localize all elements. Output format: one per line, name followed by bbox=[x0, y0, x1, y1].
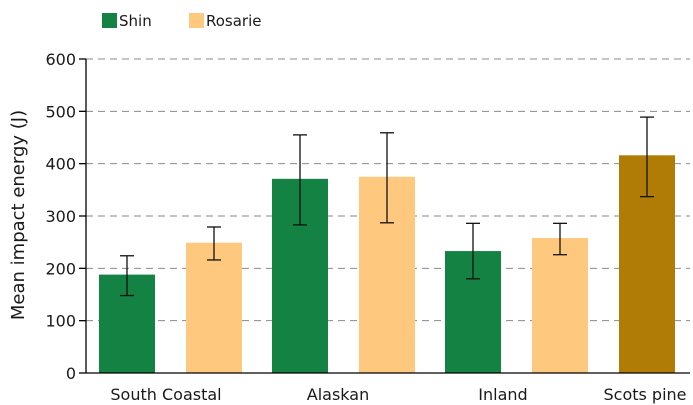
bar-rosarie bbox=[186, 242, 242, 373]
x-category-label: Inland bbox=[478, 385, 527, 404]
legend-swatch-rosarie bbox=[189, 13, 204, 28]
legend-label-rosarie: Rosarie bbox=[206, 12, 262, 30]
legend: Shin Rosarie bbox=[102, 12, 262, 30]
y-axis-title: Mean impact energy (J) bbox=[8, 110, 29, 320]
y-tick-label: 0 bbox=[66, 364, 76, 383]
bar-rosarie bbox=[532, 237, 588, 373]
legend-swatch-shin bbox=[102, 13, 117, 28]
x-category-labels: South Coastal Alaskan Inland Scots pine bbox=[110, 385, 686, 404]
x-category-label: Alaskan bbox=[307, 385, 369, 404]
error-bars bbox=[120, 116, 654, 297]
y-tick-label: 200 bbox=[45, 259, 76, 278]
y-tick-label: 300 bbox=[45, 207, 76, 226]
y-tick-labels: 0 100 200 300 400 500 600 bbox=[45, 50, 76, 383]
axes bbox=[79, 58, 690, 374]
legend-label-shin: Shin bbox=[119, 12, 152, 30]
y-tick-label: 600 bbox=[45, 50, 76, 69]
y-tick-label: 100 bbox=[45, 312, 76, 331]
x-category-label: Scots pine bbox=[603, 385, 686, 404]
y-tick-label: 500 bbox=[45, 102, 76, 121]
y-tick-label: 400 bbox=[45, 155, 76, 174]
x-category-label: South Coastal bbox=[110, 385, 221, 404]
